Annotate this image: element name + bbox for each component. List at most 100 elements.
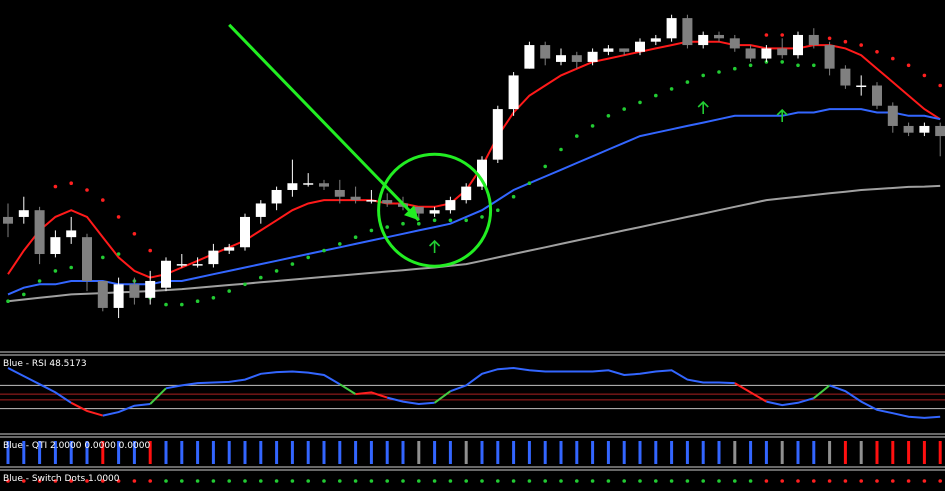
switch-dot — [116, 479, 121, 483]
trend-dot — [243, 282, 247, 287]
trend-dot — [606, 114, 611, 118]
trend-dot — [53, 184, 58, 189]
candle-body-bear — [334, 189, 345, 197]
candle-body-bull — [161, 260, 171, 288]
switch-dot — [875, 479, 879, 483]
candle-body-bull — [366, 200, 377, 202]
switch-dot — [922, 479, 927, 483]
trend-dot — [259, 275, 263, 280]
rsi-line-segment — [734, 382, 767, 403]
switch-dot — [622, 479, 626, 483]
rsi-line-segment — [766, 397, 815, 407]
switch-dot — [6, 479, 10, 483]
switch-dot — [259, 479, 263, 483]
candle-body-bull — [492, 109, 503, 160]
switch-dot — [606, 479, 611, 483]
switch-dot — [559, 479, 563, 483]
candle-body-bull — [18, 210, 29, 217]
trend-dot — [116, 252, 121, 256]
trend-dot — [37, 279, 42, 283]
candle-body-bear — [619, 48, 630, 52]
rsi-line-segment — [7, 367, 72, 404]
candle-body-bull — [255, 203, 266, 217]
annotation-circle — [377, 152, 493, 268]
candle-body-bull — [556, 55, 566, 62]
trend-dot — [227, 289, 231, 293]
trend-dot — [812, 63, 816, 68]
trend-dot — [53, 269, 58, 273]
trend-dot — [401, 221, 405, 226]
candle-body-bear — [82, 237, 92, 281]
price-panel — [3, 14, 945, 319]
candle-body-bull — [793, 34, 803, 56]
switch-dot — [274, 479, 279, 483]
trend-dot — [274, 269, 279, 273]
candle-body-bull — [445, 200, 456, 211]
candle-body-bull — [271, 189, 282, 204]
candle-body-bear — [808, 34, 819, 46]
trend-dot — [85, 188, 89, 192]
trend-dot — [148, 248, 152, 253]
candle-body-bull — [50, 237, 61, 255]
trend-dot — [590, 124, 595, 128]
switch-dot — [780, 479, 784, 483]
candle-body-bull — [303, 183, 314, 185]
trend-dot — [575, 134, 579, 138]
trend-dot — [875, 50, 879, 54]
candle-body-bull — [524, 45, 535, 69]
trend-dot — [101, 198, 105, 202]
switch-dot — [69, 479, 73, 483]
trend-dot — [101, 255, 105, 260]
trend-dot — [369, 228, 374, 233]
trend-dot — [464, 218, 469, 223]
buy-signal-arrow — [429, 239, 441, 253]
rsi-line-segment — [149, 387, 167, 405]
candle-body-bull — [208, 250, 219, 265]
switch-dots-panel — [6, 479, 942, 483]
trend-dot — [780, 33, 784, 37]
candle-body-bull — [176, 264, 187, 266]
trend-dot — [22, 292, 26, 297]
trend-dot — [748, 63, 753, 68]
trend-dot — [717, 70, 721, 74]
trend-dot — [701, 73, 705, 78]
trend-dot — [859, 43, 863, 47]
annotation-arrow-head — [404, 205, 419, 221]
candle-body-bull — [761, 48, 772, 59]
candle-body-bear — [887, 105, 898, 126]
switch-dot — [843, 479, 848, 483]
candle-body-bear — [729, 38, 740, 49]
buy-signal-arrow — [776, 108, 788, 122]
candle-body-bear — [745, 48, 756, 59]
switch-dot — [496, 479, 500, 483]
trend-dot — [385, 225, 390, 229]
candle-body-bull — [192, 264, 203, 266]
candle-body-bull — [145, 280, 156, 298]
trend-dot — [353, 235, 358, 239]
trend-dot — [780, 60, 784, 64]
trend-dot — [496, 208, 500, 212]
trend-dot — [638, 100, 642, 105]
switch-dot — [22, 479, 26, 483]
candle-body-bear — [129, 284, 140, 298]
rsi-panel — [0, 366, 945, 419]
switch-dot — [53, 479, 58, 483]
trend-dot — [843, 39, 848, 44]
trend-dot — [180, 302, 184, 307]
switch-dot — [464, 479, 469, 483]
trend-dot — [211, 296, 216, 300]
candle-body-bull — [113, 284, 124, 308]
qti-label: Blue - QTI 2.0000 0.0000 0.0000 — [3, 441, 151, 451]
switch-dot — [148, 479, 152, 483]
candle-body-bull — [635, 41, 645, 52]
rsi-line-segment — [450, 366, 735, 393]
switch-dot — [827, 479, 832, 483]
trend-dot — [891, 56, 895, 61]
trend-dot — [338, 242, 342, 246]
switch-dot — [164, 479, 168, 483]
candle-body-bull — [919, 125, 930, 133]
trend-dot — [796, 63, 800, 68]
switch-dot — [369, 479, 374, 483]
trend-dot — [685, 80, 690, 84]
